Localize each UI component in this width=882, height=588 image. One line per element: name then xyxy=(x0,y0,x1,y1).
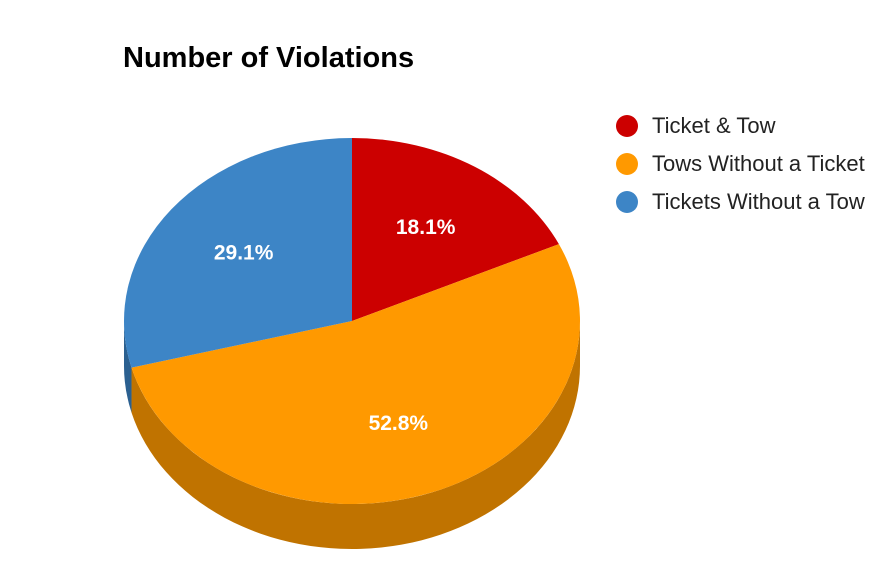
legend-label-ticket-and-tow: Ticket & Tow xyxy=(652,113,776,138)
pie-slice-tows-without-a-ticket[interactable] xyxy=(131,244,580,505)
data-label-tickets-without-a-tow: 29.1% xyxy=(214,242,274,265)
data-label-tows-without-a-ticket: 52.8% xyxy=(369,412,429,435)
data-label-ticket-and-tow: 18.1% xyxy=(396,216,456,239)
legend-item-ticket-and-tow[interactable]: Ticket & Tow xyxy=(616,110,866,142)
pie-slice-tickets-without-a-tow[interactable] xyxy=(123,138,352,368)
legend-item-tickets-without-a-tow[interactable]: Tickets Without a Tow xyxy=(616,186,866,218)
pie-side-tickets-without-a-tow xyxy=(124,321,132,413)
legend-swatch-ticket-and-tow xyxy=(616,115,638,137)
legend-label-tickets-without-a-tow: Tickets Without a Tow xyxy=(652,189,865,214)
legend-item-tows-without-a-ticket[interactable]: Tows Without a Ticket xyxy=(616,148,866,180)
chart-legend: Ticket & Tow Tows Without a Ticket Tickets… xyxy=(616,110,866,224)
legend-label-tows-without-a-ticket: Tows Without a Ticket xyxy=(652,151,865,176)
legend-swatch-tows-without-a-ticket xyxy=(616,153,638,175)
chart-title: Number of Violations xyxy=(123,42,415,74)
pie-slice-ticket-and-tow[interactable] xyxy=(352,138,559,321)
pie-side-tows-without-a-ticket xyxy=(131,321,580,549)
legend-swatch-tickets-without-a-tow xyxy=(616,191,638,213)
